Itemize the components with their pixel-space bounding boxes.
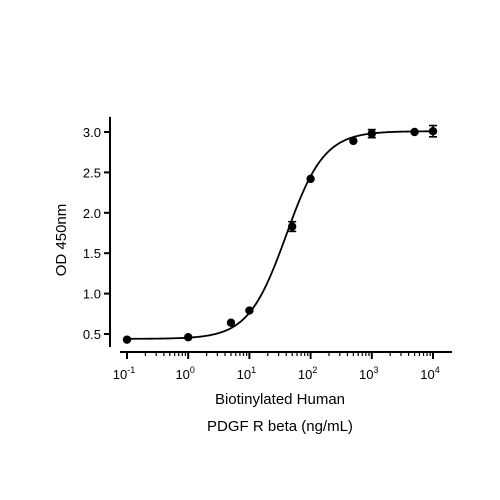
data-point <box>306 174 315 184</box>
data-point <box>428 126 438 136</box>
data-point <box>184 333 193 342</box>
x-tick-label: 10-1 <box>113 365 135 382</box>
data-points-group <box>122 124 438 344</box>
y-tick-label: 2.0 <box>83 206 101 221</box>
fit-curve <box>127 130 434 340</box>
y-tick-label: 1.0 <box>83 287 101 302</box>
data-point <box>226 318 236 327</box>
data-point <box>367 129 376 138</box>
y-axis-title: OD 450nm <box>53 204 70 277</box>
data-point <box>287 222 297 231</box>
axis-labels-group: Biotinylated Human PDGF R beta (ng/mL) O… <box>53 204 353 435</box>
x-tick-label: 102 <box>298 365 317 382</box>
x-axis-title-line-1: Biotinylated Human <box>215 391 345 408</box>
fit-curve-group <box>127 130 434 340</box>
x-tick-label: 103 <box>359 365 378 382</box>
axes-group: 0.5 1.0 1.5 2.0 2.5 3.0 10-1 100 101 102 103 104 <box>83 116 452 382</box>
data-point <box>122 335 132 344</box>
x-axis-title-line-2: PDGF R beta (ng/mL) <box>207 418 353 435</box>
x-tick-label: 100 <box>175 365 194 382</box>
data-point <box>349 136 358 146</box>
data-point <box>410 127 419 137</box>
y-tick-label: 0.5 <box>83 327 101 342</box>
y-tick-label: 2.5 <box>83 165 101 180</box>
y-tick-label: 1.5 <box>83 246 101 261</box>
y-tick-label: 3.0 <box>83 125 101 140</box>
x-tick-label: 101 <box>237 365 256 382</box>
x-tick-label: 104 <box>420 365 439 382</box>
data-point <box>245 306 254 315</box>
